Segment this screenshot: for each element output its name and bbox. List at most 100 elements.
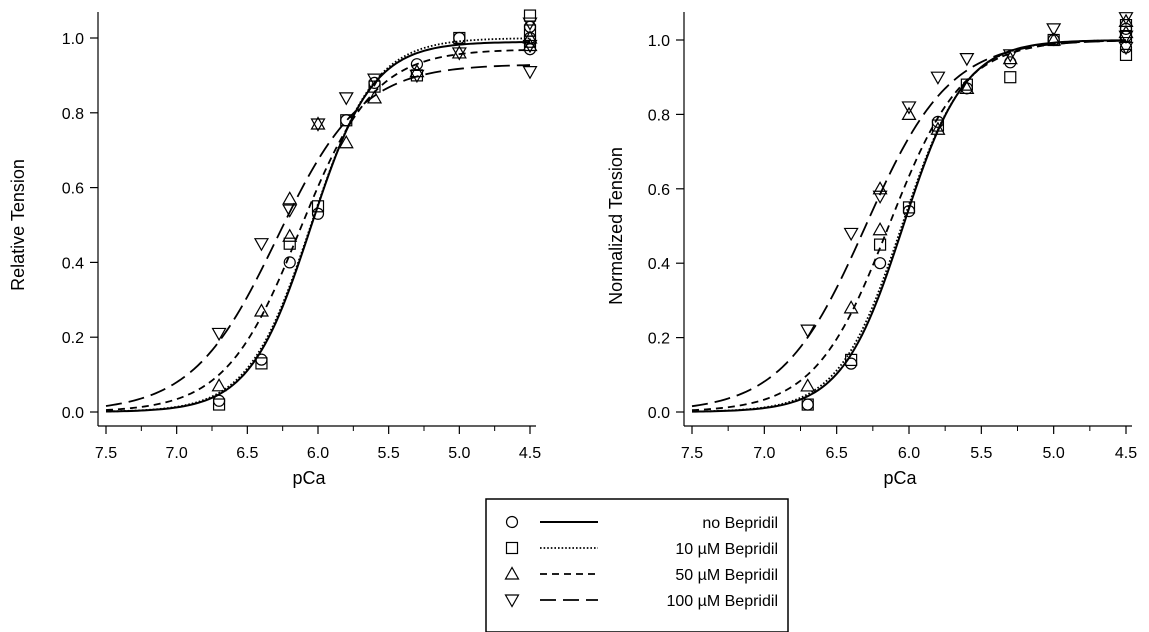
- y-tick-label: 0.6: [648, 182, 670, 199]
- data-point-triangle-up: [872, 181, 888, 195]
- data-point-triangle-up: [959, 80, 975, 94]
- data-point-triangle-down: [959, 52, 975, 67]
- x-tick-label: 4.5: [519, 445, 541, 462]
- x-tick-label: 6.0: [898, 445, 920, 462]
- y-tick-label: 0.8: [648, 107, 670, 124]
- data-point-triangle-up: [367, 90, 383, 104]
- y-tick-label: 0.0: [648, 405, 670, 422]
- data-point-square: [523, 24, 537, 37]
- data-point-triangle-down: [1046, 23, 1062, 37]
- data-point-square: [1004, 71, 1017, 84]
- data-point-triangle-down: [1002, 49, 1018, 63]
- data-point-triangle-up: [310, 116, 326, 130]
- data-point-square: [255, 357, 268, 370]
- legend-marker-shape: [504, 594, 520, 608]
- data-point-circle: [453, 31, 466, 45]
- data-point-square: [283, 237, 296, 250]
- data-point-triangle-down: [1118, 30, 1134, 44]
- x-tick-label: 7.5: [681, 445, 703, 462]
- x-tick-label: 7.0: [166, 445, 188, 462]
- data-point-triangle-down: [451, 47, 467, 61]
- data-point-triangle-down: [367, 73, 383, 87]
- legend-label: 50 µM Bepridil: [675, 567, 778, 584]
- x-tick-label: 6.5: [826, 445, 848, 462]
- data-point-triangle-up: [253, 303, 269, 317]
- data-point-triangle-down: [1118, 12, 1134, 26]
- y-tick-label: 1.0: [648, 33, 670, 50]
- fit-curve-solid: [105, 41, 531, 413]
- data-point-triangle-up: [930, 121, 946, 135]
- data-point-triangle-up: [282, 228, 298, 242]
- data-point-triangle-up: [282, 191, 298, 205]
- legend-marker-shape: [505, 541, 519, 555]
- fit-curve-dotted: [105, 37, 531, 413]
- x-tick-label: 7.5: [95, 445, 117, 462]
- legend-marker-circle: [505, 515, 519, 529]
- y-tick-label: 1.0: [62, 31, 84, 48]
- data-point-triangle-up: [901, 106, 917, 121]
- fit-curve-dotted: [691, 39, 1127, 413]
- data-point-triangle-up: [872, 222, 888, 236]
- y-tick-label: 0.4: [648, 256, 670, 273]
- data-point-square: [311, 200, 325, 213]
- data-point-circle: [212, 394, 226, 407]
- data-point-triangle-up: [338, 135, 354, 149]
- legend-label: 10 µM Bepridil: [675, 541, 778, 558]
- data-point-triangle-down: [522, 39, 538, 54]
- legend-label: no Bepridil: [702, 515, 778, 532]
- data-point-circle: [845, 357, 858, 370]
- right-chart-panel: 0.0 0.2 0.4 0.6 0.8 1.0 7.5 7.0 6.5 6.0 5.5 5.0 4.5 p…: [606, 12, 1137, 488]
- x-tick-label: 6.5: [236, 445, 258, 462]
- legend-marker-shape: [505, 515, 519, 529]
- data-point-triangle-up: [522, 30, 538, 44]
- y-tick-label: 0.4: [62, 255, 84, 272]
- data-point-triangle-down: [310, 118, 326, 132]
- left-chart-panel: 0.0 0.2 0.4 0.6 0.8 1.0 7.5 7.0 6.5 6.0 5.5 5.0 4.5 p…: [8, 9, 541, 488]
- x-tick-label: 6.0: [307, 445, 329, 462]
- data-point-triangle-up: [800, 378, 816, 392]
- y-tick-label: 0.6: [62, 181, 84, 198]
- fit-curve-short-dash: [105, 49, 531, 411]
- legend-entry: 50 µM Bepridil: [504, 566, 778, 584]
- x-tick-label: 4.5: [1115, 445, 1137, 462]
- y-tick-label: 0.8: [62, 106, 84, 123]
- data-point-triangle-down: [338, 92, 354, 106]
- data-point-triangle-up: [843, 300, 859, 314]
- fit-curve-short-dash: [691, 39, 1127, 412]
- legend-entry: 10 µM Bepridil: [505, 541, 778, 558]
- x-tick-label: 5.0: [448, 445, 470, 462]
- y-axis-title: Normalized Tension: [606, 147, 626, 305]
- data-point-triangle-up: [1002, 50, 1018, 65]
- legend-label: 100 µM Bepridil: [667, 593, 779, 610]
- legend-entry: no Bepridil: [505, 515, 778, 532]
- x-axis-title: pCa: [883, 468, 917, 488]
- data-point-triangle-down: [901, 101, 917, 115]
- x-tick-label: 5.5: [970, 445, 992, 462]
- data-point-triangle-up: [451, 45, 467, 59]
- data-point-triangle-down: [253, 238, 269, 252]
- data-point-triangle-down: [800, 324, 816, 338]
- legend-marker-shape: [504, 566, 520, 580]
- data-point-square: [523, 9, 537, 22]
- fit-curve-long-dash: [691, 39, 1127, 408]
- data-point-square: [801, 398, 814, 411]
- data-point-square: [1119, 48, 1133, 61]
- data-point-triangle-down: [843, 227, 859, 242]
- legend-entry: 100 µM Bepridil: [504, 593, 779, 610]
- data-point-circle: [255, 353, 268, 366]
- y-axis-title: Relative Tension: [8, 159, 28, 291]
- data-point-triangle-down: [282, 204, 298, 218]
- data-point-triangle-down: [211, 327, 227, 342]
- data-point-triangle-down: [522, 17, 538, 31]
- x-axis-title: pCa: [292, 468, 326, 488]
- fit-curve-solid: [691, 39, 1127, 413]
- x-tick-label: 5.0: [1043, 445, 1065, 462]
- data-point-square: [902, 201, 916, 214]
- x-tick-label: 7.0: [753, 445, 775, 462]
- data-point-triangle-up: [522, 37, 538, 52]
- data-point-square: [845, 353, 858, 367]
- data-point-triangle-down: [930, 71, 946, 85]
- data-point-circle: [873, 257, 887, 270]
- data-point-square: [931, 119, 945, 132]
- data-point-triangle-up: [211, 378, 227, 392]
